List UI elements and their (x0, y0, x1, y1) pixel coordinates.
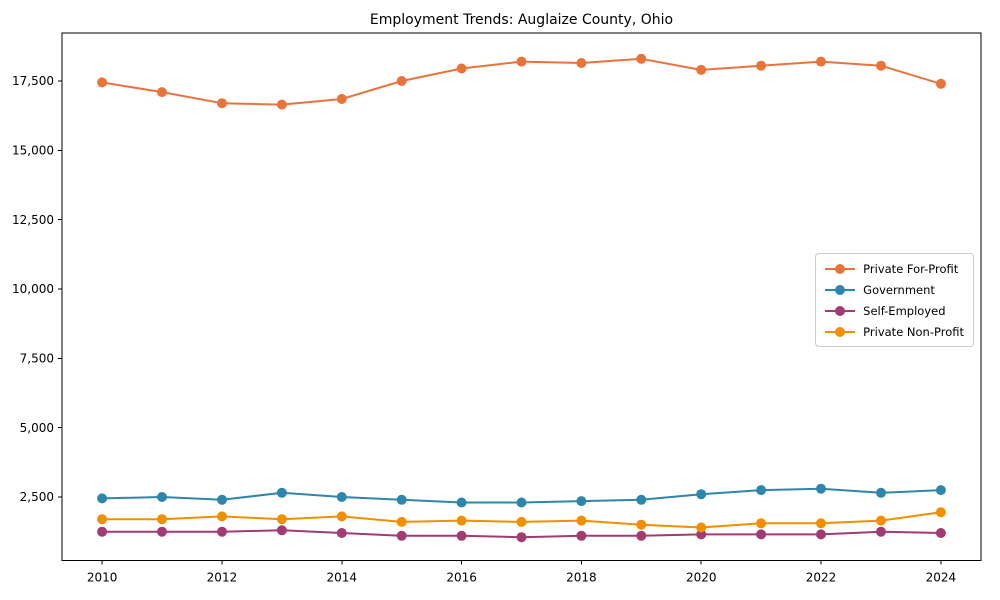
series-marker-self-employed (876, 526, 886, 537)
legend-label: Self-Employed (863, 303, 946, 318)
series-marker-private-non-profit (876, 515, 886, 526)
series-marker-government (157, 492, 167, 502)
y-tick-label: 5,000 (20, 421, 54, 435)
series-marker-private-for-profit (276, 99, 287, 110)
legend-item-self-employed: Self-Employed (825, 300, 964, 321)
series-marker-self-employed (756, 529, 767, 540)
series-marker-self-employed (935, 528, 946, 538)
series-marker-self-employed (217, 526, 227, 537)
series-marker-private-for-profit (816, 56, 826, 67)
y-tick-label: 12,500 (12, 213, 54, 227)
legend-label: Government (863, 282, 935, 297)
x-tick-label: 2024 (926, 571, 957, 585)
x-tick-label: 2020 (686, 571, 717, 585)
series-marker-government (756, 485, 767, 496)
series-marker-private-non-profit (336, 511, 347, 522)
legend-label: Private Non-Profit (863, 324, 964, 339)
series-marker-private-for-profit (576, 58, 587, 68)
y-tick-label: 7,500 (20, 352, 54, 366)
series-marker-self-employed (396, 530, 407, 541)
legend-line-marker-icon (825, 326, 856, 338)
series-marker-self-employed (336, 528, 347, 538)
y-tick-label: 10,000 (12, 282, 54, 296)
series-marker-self-employed (696, 529, 707, 540)
series-marker-government (336, 492, 347, 502)
legend-line-marker-icon (825, 305, 856, 317)
series-marker-private-non-profit (636, 519, 647, 530)
series-marker-government (576, 496, 587, 507)
series-marker-private-for-profit (696, 64, 707, 75)
series-marker-self-employed (816, 529, 826, 540)
series-marker-private-for-profit (935, 78, 946, 89)
series-marker-government (516, 497, 527, 508)
series-marker-private-for-profit (97, 77, 108, 88)
series-marker-private-for-profit (336, 94, 347, 104)
series-marker-government (935, 485, 946, 496)
series-marker-self-employed (276, 525, 287, 536)
series-marker-self-employed (456, 530, 467, 541)
legend-item-government: Government (825, 279, 964, 300)
series-marker-self-employed (636, 530, 647, 541)
series-marker-self-employed (576, 530, 587, 541)
series-marker-private-non-profit (217, 511, 227, 522)
series-marker-self-employed (157, 526, 167, 537)
series-marker-government (456, 497, 467, 508)
series-marker-private-non-profit (516, 516, 527, 527)
series-marker-self-employed (516, 532, 527, 543)
series-marker-private-non-profit (97, 514, 108, 525)
series-marker-private-for-profit (217, 98, 227, 109)
series-marker-government (876, 487, 886, 498)
legend-item-private-for-profit: Private For-Profit (825, 258, 964, 279)
series-marker-private-non-profit (935, 507, 946, 518)
series-marker-private-for-profit (456, 63, 467, 74)
x-tick-label: 2012 (207, 571, 238, 585)
series-marker-private-non-profit (816, 518, 826, 529)
series-marker-private-non-profit (756, 518, 767, 529)
series-marker-private-non-profit (157, 514, 167, 525)
x-tick-label: 2014 (327, 571, 358, 585)
legend-label: Private For-Profit (863, 261, 959, 276)
series-marker-private-for-profit (756, 60, 767, 71)
series-marker-government (217, 494, 227, 505)
legend: Private For-Profit Government Self-Emplo… (815, 253, 974, 347)
series-marker-private-for-profit (876, 60, 886, 71)
series-marker-private-for-profit (636, 53, 647, 64)
legend-line-marker-icon (825, 263, 856, 275)
series-marker-self-employed (97, 526, 108, 537)
series-marker-government (396, 494, 407, 505)
legend-item-private-non-profit: Private Non-Profit (825, 321, 964, 342)
y-tick-label: 15,000 (12, 144, 54, 158)
series-marker-private-for-profit (516, 56, 527, 67)
series-marker-private-for-profit (396, 76, 407, 86)
plot-border (61, 32, 982, 561)
x-tick-label: 2010 (87, 571, 118, 585)
series-marker-government (97, 493, 108, 504)
series-marker-private-non-profit (456, 515, 467, 526)
series-marker-government (696, 489, 707, 500)
legend-line-marker-icon (825, 284, 856, 296)
y-tick-label: 2,500 (20, 490, 54, 504)
y-tick-label: 17,500 (12, 74, 54, 88)
x-tick-label: 2022 (806, 571, 837, 585)
series-marker-private-for-profit (157, 87, 167, 98)
series-marker-private-non-profit (576, 515, 587, 526)
series-marker-government (636, 494, 647, 505)
series-marker-private-non-profit (696, 522, 707, 533)
x-tick-label: 2016 (446, 571, 477, 585)
chart-title: Employment Trends: Auglaize County, Ohio (369, 12, 674, 28)
series-marker-private-non-profit (276, 514, 287, 525)
series-marker-private-non-profit (396, 516, 407, 527)
series-marker-government (816, 483, 826, 494)
series-marker-government (276, 487, 287, 498)
x-tick-label: 2018 (566, 571, 597, 585)
